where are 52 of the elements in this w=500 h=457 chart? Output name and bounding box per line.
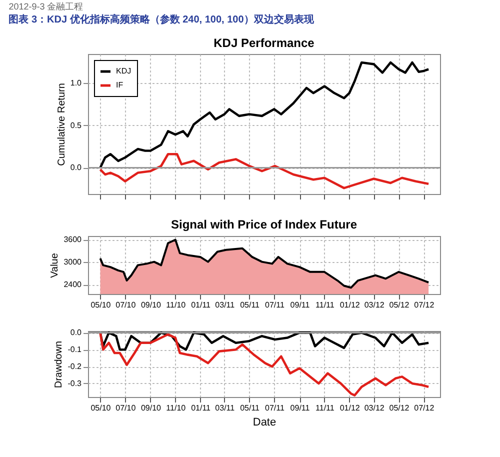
y-axis-title: Cumulative Return <box>56 83 68 166</box>
x-tick-label: 09/10 <box>140 300 162 310</box>
y-tick-label: -0.2 <box>68 362 82 372</box>
x-tick-label: 01/12 <box>340 300 360 310</box>
x-axis-title: Date <box>252 416 276 428</box>
x-tick-label: 03/11 <box>215 404 236 412</box>
y-tick-label: 0.0 <box>70 328 82 338</box>
x-tick-label: 05/10 <box>90 404 112 412</box>
x-tick-label: 03/12 <box>364 404 385 412</box>
x-tick-label: 05/10 <box>90 300 112 310</box>
legend-label: IF <box>116 80 124 90</box>
x-tick-label: 01/11 <box>191 404 212 412</box>
x-tick-label: 07/10 <box>116 404 136 412</box>
line-series <box>99 61 430 169</box>
y-tick-label: 3600 <box>64 235 82 244</box>
y-tick-label: -0.3 <box>68 378 82 388</box>
x-tick-label: 11/11 <box>316 404 335 412</box>
x-tick-label: 07/11 <box>264 300 285 310</box>
x-tick-label: 07/10 <box>116 300 136 310</box>
x-tick-label: 07/12 <box>414 300 435 310</box>
x-tick-label: 05/12 <box>389 404 410 412</box>
line-series <box>99 332 430 396</box>
x-tick-label: 01/11 <box>191 300 212 310</box>
y-axis-title: Drawdown <box>54 340 65 388</box>
line-series <box>99 152 430 190</box>
x-tick-label: 07/12 <box>414 404 435 412</box>
chart-title: KDJ Performance <box>214 36 315 50</box>
legend-label: KDJ <box>116 66 132 76</box>
x-tick-label: 03/11 <box>215 300 236 310</box>
y-axis-title: Value <box>50 252 61 278</box>
x-tick-label: 11/10 <box>166 404 186 412</box>
y-tick-label: -0.1 <box>68 345 82 354</box>
y-tick-label: 0.0 <box>70 163 82 172</box>
x-tick-label: 05/12 <box>389 300 410 310</box>
x-tick-label: 07/11 <box>264 404 285 412</box>
x-tick-label: 05/11 <box>240 300 260 310</box>
y-tick-label: 2400 <box>64 280 82 290</box>
x-tick-label: 11/10 <box>166 300 186 310</box>
x-tick-label: 01/12 <box>340 404 360 412</box>
x-tick-label: 11/11 <box>316 300 335 310</box>
y-tick-label: 3000 <box>64 258 82 267</box>
line-series <box>99 332 430 351</box>
x-tick-label: 09/11 <box>290 404 310 412</box>
text: 图表 3：KDJ 优化指标高频策略（参数 240, 100, 100）双边交易表现 <box>8 14 315 26</box>
y-tick-label: 1.0 <box>70 78 82 88</box>
x-tick-label: 09/10 <box>140 404 162 412</box>
x-tick-label: 09/11 <box>290 300 310 310</box>
x-tick-label: 03/12 <box>364 300 385 310</box>
chart-title: Signal with Price of Index Future <box>170 218 358 232</box>
text: 2012-9-3 金融工程 <box>8 2 84 12</box>
y-tick-label: 0.5 <box>70 120 82 130</box>
x-tick-label: 05/11 <box>240 404 260 412</box>
